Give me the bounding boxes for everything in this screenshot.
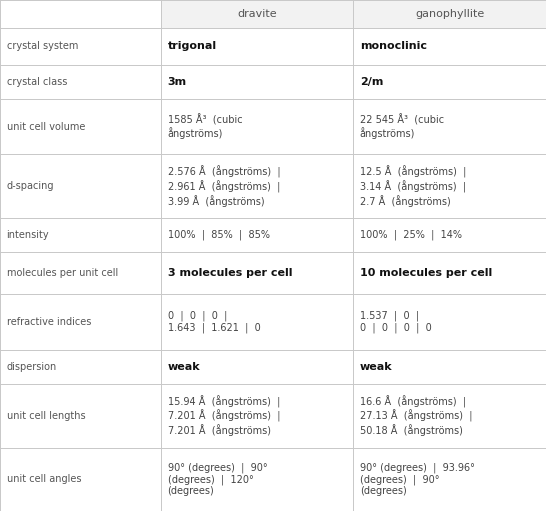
Text: unit cell lengths: unit cell lengths (7, 411, 85, 421)
Text: 1585 Å³  (cubic
ångströms): 1585 Å³ (cubic ångströms) (168, 114, 242, 139)
Text: monoclinic: monoclinic (360, 41, 427, 52)
Text: 2.576 Å  (ångströms)  |
2.961 Å  (ångströms)  |
3.99 Å  (ångströms): 2.576 Å (ångströms) | 2.961 Å (ångströms… (168, 166, 280, 206)
Text: 1.537  |  0  |
0  |  0  |  0  |  0: 1.537 | 0 | 0 | 0 | 0 | 0 (360, 311, 431, 334)
Text: dispersion: dispersion (7, 362, 57, 372)
Text: 3m: 3m (168, 77, 187, 87)
Text: 0  |  0  |  0  |
1.643  |  1.621  |  0: 0 | 0 | 0 | 1.643 | 1.621 | 0 (168, 311, 260, 334)
Text: weak: weak (168, 362, 200, 372)
Text: d-spacing: d-spacing (7, 181, 54, 191)
Text: dravite: dravite (238, 9, 277, 19)
Text: molecules per unit cell: molecules per unit cell (7, 268, 118, 278)
Text: 2/m: 2/m (360, 77, 383, 87)
Text: unit cell angles: unit cell angles (7, 474, 81, 484)
Text: 10 molecules per cell: 10 molecules per cell (360, 268, 492, 278)
Text: 3 molecules per cell: 3 molecules per cell (168, 268, 292, 278)
Text: crystal class: crystal class (7, 77, 67, 87)
Text: refractive indices: refractive indices (7, 317, 91, 327)
Bar (353, 0, 546, 28)
Text: intensity: intensity (7, 230, 49, 240)
Text: trigonal: trigonal (168, 41, 217, 52)
Text: 100%  |  85%  |  85%: 100% | 85% | 85% (168, 229, 270, 240)
Text: unit cell volume: unit cell volume (7, 122, 85, 131)
Text: 15.94 Å  (ångströms)  |
7.201 Å  (ångströms)  |
7.201 Å  (ångströms): 15.94 Å (ångströms) | 7.201 Å (ångströms… (168, 396, 280, 436)
Bar (161, 0, 353, 28)
Text: 90° (degrees)  |  90°
(degrees)  |  120°
(degrees): 90° (degrees) | 90° (degrees) | 120° (de… (168, 462, 267, 496)
Text: 22 545 Å³  (cubic
ångströms): 22 545 Å³ (cubic ångströms) (360, 114, 444, 139)
Text: ganophyllite: ganophyllite (415, 9, 484, 19)
Text: 100%  |  25%  |  14%: 100% | 25% | 14% (360, 229, 462, 240)
Text: 16.6 Å  (ångströms)  |
27.13 Å  (ångströms)  |
50.18 Å  (ångströms): 16.6 Å (ångströms) | 27.13 Å (ångströms)… (360, 396, 472, 436)
Text: crystal system: crystal system (7, 41, 78, 52)
Text: 12.5 Å  (ångströms)  |
3.14 Å  (ångströms)  |
2.7 Å  (ångströms): 12.5 Å (ångströms) | 3.14 Å (ångströms) … (360, 166, 466, 206)
Text: 90° (degrees)  |  93.96°
(degrees)  |  90°
(degrees): 90° (degrees) | 93.96° (degrees) | 90° (… (360, 462, 474, 496)
Text: weak: weak (360, 362, 393, 372)
